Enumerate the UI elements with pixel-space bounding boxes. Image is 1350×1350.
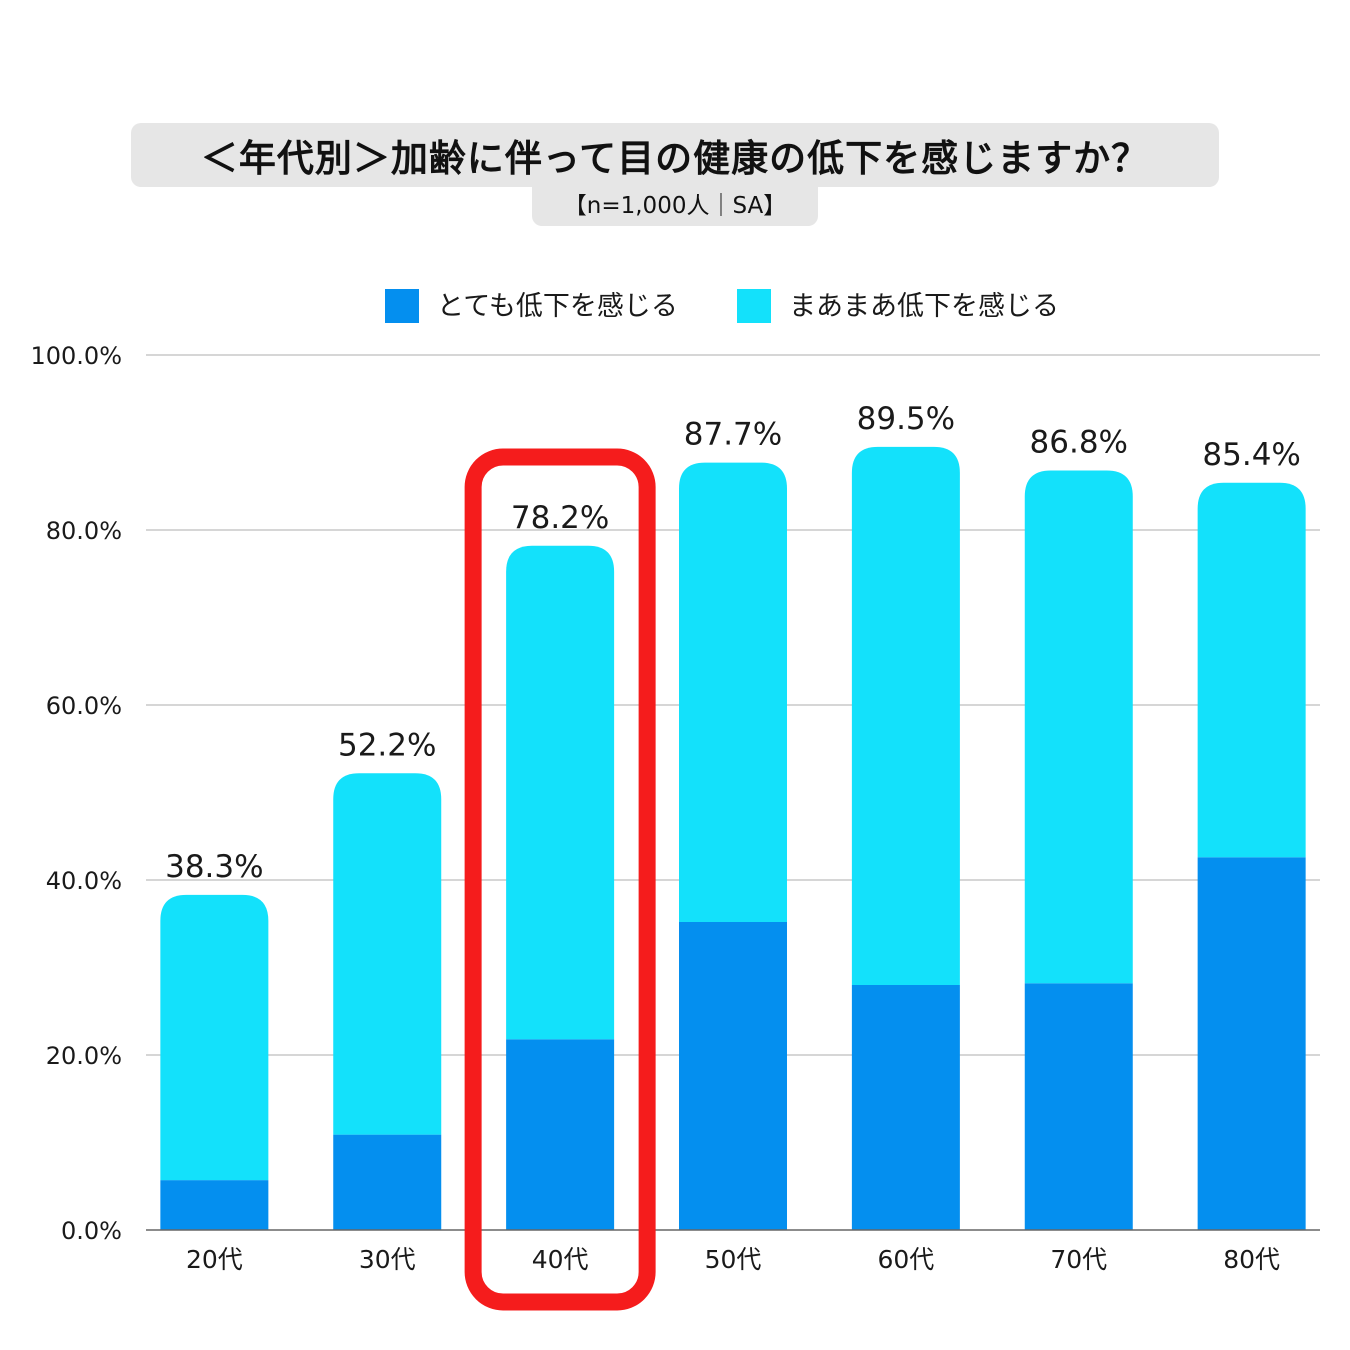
y-tick-label: 20.0% bbox=[46, 1042, 122, 1070]
legend-label: とても低下を感じる bbox=[437, 291, 678, 322]
bar-segment-moderate bbox=[506, 545, 615, 1040]
y-tick-label: 60.0% bbox=[46, 692, 122, 720]
x-tick-label: 20代 bbox=[186, 1245, 243, 1274]
bars bbox=[160, 446, 1306, 1230]
x-tick-label: 50代 bbox=[705, 1245, 762, 1274]
bar-total-label: 78.2% bbox=[511, 500, 609, 536]
x-tick-label: 70代 bbox=[1050, 1245, 1107, 1274]
bar-segment-moderate bbox=[851, 446, 960, 985]
bar-segment-strong bbox=[679, 922, 787, 1230]
bar-total-label: 89.5% bbox=[857, 401, 955, 437]
bar-segment-strong bbox=[851, 985, 960, 1230]
x-tick-label: 80代 bbox=[1223, 1245, 1280, 1274]
bar-total-label: 85.4% bbox=[1202, 437, 1300, 473]
bar-total-label: 38.3% bbox=[165, 849, 263, 885]
value-labels: 38.3% 52.2% 78.2% 87.7% 89.5% 86.8% 85.4% bbox=[165, 401, 1301, 885]
x-tick-label: 60代 bbox=[877, 1245, 934, 1274]
bar-segment-moderate bbox=[1197, 482, 1306, 858]
bar-segment-strong bbox=[333, 1134, 442, 1230]
highlight-frame bbox=[464, 448, 656, 1311]
y-tick-label: 0.0% bbox=[61, 1217, 122, 1245]
bar-segment-strong bbox=[160, 1180, 269, 1230]
x-tick-label: 30代 bbox=[359, 1245, 416, 1274]
legend-swatch bbox=[737, 289, 771, 323]
bar-segment-moderate bbox=[160, 894, 269, 1181]
axes: 0.0% 20.0% 40.0% 60.0% 80.0% 100.0% 20代 30代 40代 5… bbox=[30, 342, 1320, 1274]
bar-segment-strong bbox=[506, 1039, 615, 1230]
y-tick-label: 80.0% bbox=[46, 517, 122, 545]
bar-total-label: 86.8% bbox=[1030, 425, 1128, 461]
legend-label: まあまあ低下を感じる bbox=[789, 291, 1059, 322]
bar-segment-strong bbox=[1024, 983, 1133, 1230]
bar-segment-moderate bbox=[1024, 470, 1133, 984]
y-tick-label: 100.0% bbox=[30, 342, 122, 370]
legend: とても低下を感じる まあまあ低下を感じる bbox=[385, 289, 1059, 323]
chart-subtitle: 【n=1,000人｜SA】 bbox=[532, 180, 818, 226]
bar-total-label: 52.2% bbox=[338, 727, 436, 763]
highlight-rectangle bbox=[464, 448, 656, 1311]
bar-segment-strong bbox=[1197, 857, 1306, 1230]
y-tick-label: 40.0% bbox=[46, 867, 122, 895]
x-tick-label: 40代 bbox=[532, 1245, 589, 1274]
bar-segment-moderate bbox=[679, 462, 787, 922]
bar-total-label: 87.7% bbox=[684, 417, 782, 453]
bar-segment-moderate bbox=[333, 773, 442, 1135]
legend-swatch bbox=[385, 289, 419, 323]
chart-title: ＜年代別＞加齢に伴って目の健康の低下を感じますか？ bbox=[131, 123, 1219, 187]
